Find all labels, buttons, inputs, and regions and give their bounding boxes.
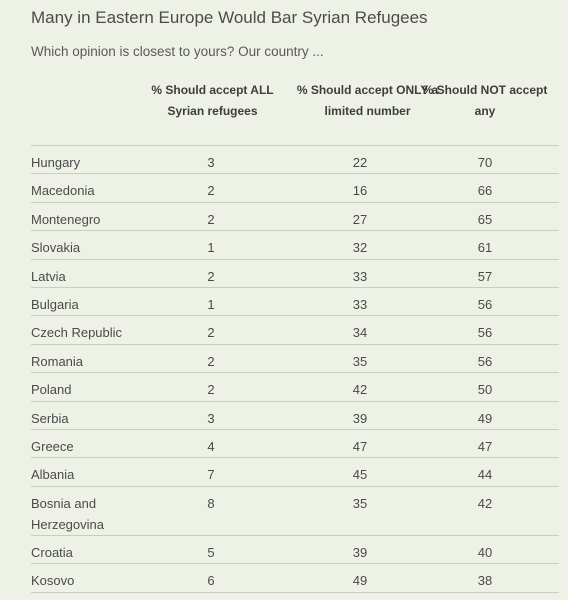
country-label: Serbia [31,410,69,426]
country-label: Bulgaria [31,297,79,312]
value-accept-none: 50 [477,382,493,398]
value-accept-limited: 42 [352,382,368,398]
value-accept-limited: 47 [352,439,368,454]
table-row: Montenegro 2 27 65 [31,203,559,232]
value-accept-all: 7 [207,467,215,483]
value-accept-none: 42 [477,495,493,511]
value-accept-limited: 39 [352,410,368,426]
value-accept-limited: 22 [352,155,368,170]
country-label: Kosovo [31,573,75,589]
value-accept-limited: 34 [352,325,368,341]
value-accept-limited: 39 [352,544,368,560]
value-accept-none: 47 [477,439,493,454]
table-row: Latvia 2 33 57 [31,260,559,288]
value-accept-none: 65 [477,211,493,227]
value-accept-limited: 49 [352,573,368,589]
value-accept-all: 2 [207,268,215,284]
value-accept-limited: 32 [352,240,368,256]
value-accept-all: 6 [207,573,215,589]
value-accept-limited: 33 [352,297,368,312]
value-accept-all: 2 [207,211,215,227]
chart-title: Many in Eastern Europe Would Bar Syrian … [31,8,428,27]
value-accept-none: 44 [477,467,493,483]
table-row: Croatia 5 39 40 [31,536,559,565]
value-accept-limited: 45 [352,467,368,483]
table-row: Albania 7 45 44 [31,458,559,487]
country-label: Slovakia [31,240,81,256]
header-rule [31,145,559,146]
value-accept-none: 49 [477,410,493,426]
country-label: Romania [31,353,84,369]
value-accept-all: 1 [207,297,215,312]
column-header-accept-none: % Should NOT accept any [422,83,548,118]
value-accept-all: 2 [207,183,215,199]
value-accept-all: 8 [207,495,215,511]
value-accept-none: 38 [477,573,493,589]
country-label: Latvia [31,268,66,284]
column-header-accept-limited: % Should accept ONLY a limited number [296,83,439,118]
table-row: Kosovo 6 49 38 [31,564,559,593]
chart-subtitle: Which opinion is closest to yours? Our c… [31,44,324,59]
value-accept-limited: 35 [352,353,368,369]
value-accept-limited: 33 [352,268,368,284]
value-accept-none: 70 [477,155,493,170]
value-accept-all: 2 [207,382,215,398]
table-row: Slovakia 1 32 61 [31,231,559,260]
country-label: Montenegro [31,211,101,227]
value-accept-none: 56 [477,325,493,341]
table-row: Poland 2 42 50 [31,373,559,402]
table-row: Czech Republic 2 34 56 [31,316,559,345]
value-accept-none: 40 [477,544,493,560]
country-label: Croatia [31,544,73,560]
country-label: Bosnia and Herzegovina [31,495,104,532]
table-row: Hungary 3 22 70 [31,146,559,175]
value-accept-all: 3 [207,410,215,426]
value-accept-all: 3 [207,155,215,170]
value-accept-limited: 16 [352,183,368,199]
value-accept-all: 2 [207,353,215,369]
table-row: Serbia 3 39 49 [31,402,559,430]
table-row: Greece 4 47 47 [31,430,559,459]
table-row: Romania 2 35 56 [31,345,559,374]
table-row: Bulgaria 1 33 56 [31,288,559,317]
value-accept-all: 5 [207,544,215,560]
value-accept-none: 56 [477,297,493,312]
country-label: Macedonia [31,183,95,199]
country-label: Greece [31,439,74,454]
country-label: Albania [31,467,75,483]
value-accept-none: 66 [477,183,493,199]
value-accept-all: 2 [207,325,215,341]
country-label: Hungary [31,155,81,170]
value-accept-all: 4 [207,439,215,454]
value-accept-all: 1 [207,240,215,256]
value-accept-limited: 27 [352,211,368,227]
country-label: Poland [31,382,72,398]
value-accept-none: 56 [477,353,493,369]
table-row: Macedonia 2 16 66 [31,174,559,203]
country-label: Czech Republic [31,325,123,341]
table-row: Bosnia and Herzegovina 8 35 42 [31,487,559,536]
value-accept-none: 61 [477,240,493,256]
value-accept-none: 57 [477,268,493,284]
value-accept-limited: 35 [352,495,368,511]
column-header-accept-all: % Should accept ALL Syrian refugees [151,83,274,118]
